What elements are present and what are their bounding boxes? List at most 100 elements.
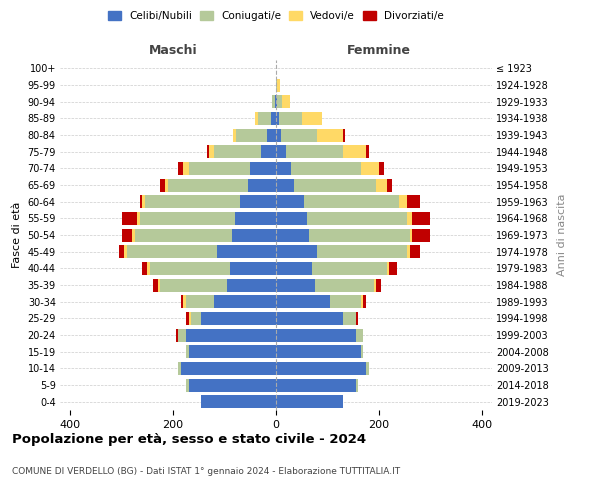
Bar [294, 178, 376, 192]
Bar [276, 95, 277, 108]
Bar [272, 95, 275, 108]
Bar [276, 378, 356, 392]
Bar [142, 262, 148, 275]
Bar [145, 195, 240, 208]
Bar [276, 195, 304, 208]
Bar [132, 228, 134, 241]
Bar [233, 128, 236, 141]
Bar [206, 145, 209, 158]
Bar [184, 162, 188, 175]
Bar [317, 245, 407, 258]
Bar [168, 178, 248, 192]
Bar [286, 145, 343, 158]
Bar [158, 278, 160, 291]
Bar [407, 245, 410, 258]
Bar [361, 295, 364, 308]
Bar [124, 245, 127, 258]
Bar [150, 262, 230, 275]
Bar [119, 245, 124, 258]
Bar [276, 128, 281, 141]
Bar [232, 228, 276, 241]
Bar [410, 245, 420, 258]
Bar [292, 162, 361, 175]
Bar [276, 262, 312, 275]
Bar [276, 278, 314, 291]
Bar [343, 312, 356, 325]
Bar [281, 128, 317, 141]
Bar [276, 395, 343, 408]
Bar [235, 212, 276, 225]
Bar [276, 212, 307, 225]
Bar [400, 195, 407, 208]
Bar [276, 328, 356, 342]
Bar [188, 345, 276, 358]
Bar [376, 278, 382, 291]
Bar [134, 228, 232, 241]
Bar [276, 228, 310, 241]
Bar [202, 312, 276, 325]
Bar [356, 328, 364, 342]
Bar [310, 228, 410, 241]
Bar [343, 145, 366, 158]
Bar [178, 362, 181, 375]
Bar [267, 128, 276, 141]
Bar [227, 278, 276, 291]
Bar [389, 262, 397, 275]
Bar [277, 78, 280, 92]
Bar [304, 195, 400, 208]
Y-axis label: Fasce di età: Fasce di età [12, 202, 22, 268]
Bar [302, 112, 322, 125]
Bar [276, 78, 277, 92]
Text: Popolazione per età, sesso e stato civile - 2024: Popolazione per età, sesso e stato civil… [12, 432, 366, 446]
Bar [376, 178, 386, 192]
Bar [356, 378, 358, 392]
Bar [248, 178, 276, 192]
Bar [122, 212, 137, 225]
Bar [278, 112, 302, 125]
Bar [127, 245, 217, 258]
Bar [312, 262, 386, 275]
Bar [250, 162, 276, 175]
Bar [275, 95, 276, 108]
Bar [240, 195, 276, 208]
Text: Maschi: Maschi [149, 44, 197, 57]
Bar [258, 112, 271, 125]
Bar [142, 195, 145, 208]
Bar [256, 112, 258, 125]
Bar [181, 362, 276, 375]
Bar [209, 145, 214, 158]
Bar [407, 212, 412, 225]
Bar [276, 245, 317, 258]
Bar [343, 128, 346, 141]
Bar [361, 345, 364, 358]
Bar [217, 245, 276, 258]
Bar [188, 378, 276, 392]
Bar [374, 278, 376, 291]
Bar [364, 295, 366, 308]
Bar [277, 95, 282, 108]
Bar [181, 295, 184, 308]
Bar [276, 162, 292, 175]
Text: COMUNE DI VERDELLO (BG) - Dati ISTAT 1° gennaio 2024 - Elaborazione TUTTITALIA.I: COMUNE DI VERDELLO (BG) - Dati ISTAT 1° … [12, 468, 400, 476]
Bar [410, 228, 412, 241]
Bar [140, 195, 142, 208]
Bar [188, 162, 250, 175]
Text: Femmine: Femmine [347, 44, 411, 57]
Bar [137, 212, 140, 225]
Bar [178, 162, 184, 175]
Bar [166, 178, 168, 192]
Bar [379, 162, 384, 175]
Y-axis label: Anni di nascita: Anni di nascita [557, 194, 568, 276]
Bar [186, 378, 188, 392]
Bar [186, 295, 214, 308]
Bar [282, 95, 290, 108]
Bar [178, 328, 186, 342]
Bar [152, 278, 158, 291]
Bar [260, 145, 276, 158]
Bar [361, 162, 379, 175]
Bar [214, 145, 260, 158]
Bar [276, 112, 278, 125]
Bar [186, 345, 188, 358]
Bar [271, 112, 276, 125]
Bar [366, 362, 368, 375]
